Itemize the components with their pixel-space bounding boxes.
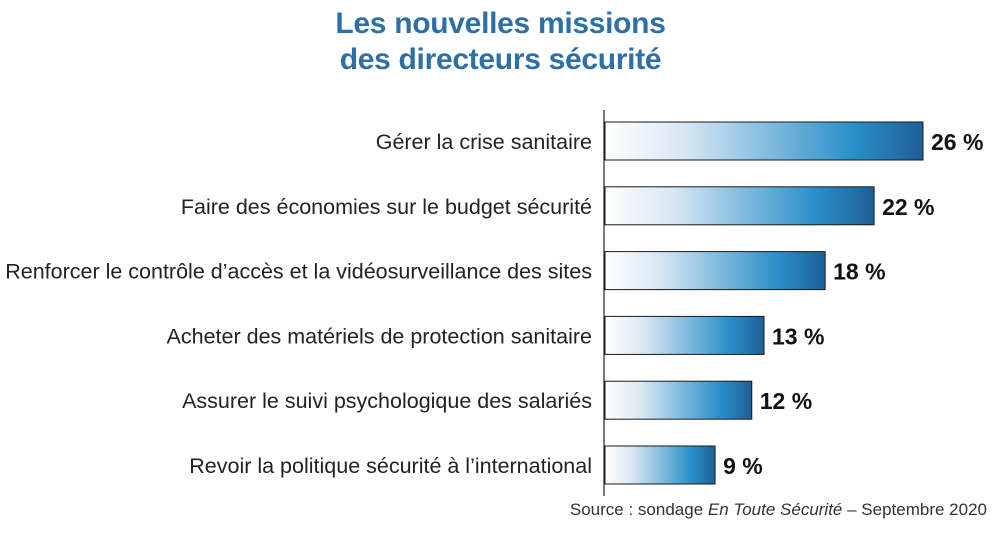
category-label: Acheter des matériels de protection sani… bbox=[167, 324, 592, 348]
bar bbox=[604, 121, 924, 161]
value-label: 13 % bbox=[772, 323, 824, 349]
chart-title-line-2: des directeurs sécurité bbox=[339, 43, 662, 76]
value-label: 18 % bbox=[833, 259, 885, 285]
source-prefix: Source : sondage bbox=[569, 500, 708, 519]
category-label: Faire des économies sur le budget sécuri… bbox=[181, 195, 592, 219]
source-suffix: – Septembre 2020 bbox=[842, 500, 987, 519]
value-label: 9 % bbox=[723, 453, 763, 479]
value-label: 26 % bbox=[931, 129, 983, 155]
bar bbox=[604, 315, 765, 355]
category-label: Gérer la crise sanitaire bbox=[376, 130, 592, 154]
category-label: Renforcer le contrôle d’accès et la vidé… bbox=[5, 260, 592, 284]
bar bbox=[604, 380, 753, 420]
value-label: 22 % bbox=[882, 194, 934, 220]
bars-group: Gérer la crise sanitaire 26 % Faire des éc… bbox=[5, 121, 983, 485]
source-publication: En Toute Sécurité bbox=[707, 500, 843, 519]
bar bbox=[604, 445, 716, 485]
bar bbox=[604, 251, 826, 291]
chart-title: Les nouvelles missions des directeurs sé… bbox=[0, 6, 1001, 78]
category-label: Assurer le suivi psychologique des salar… bbox=[182, 389, 592, 413]
category-label: Revoir la politique sécurité à l’interna… bbox=[189, 454, 592, 478]
value-label: 12 % bbox=[760, 388, 812, 414]
chart-title-line-1: Les nouvelles missions bbox=[335, 7, 666, 40]
bar bbox=[604, 186, 875, 226]
source-note: Source : sondage En Toute Sécurité – Sep… bbox=[570, 500, 987, 520]
